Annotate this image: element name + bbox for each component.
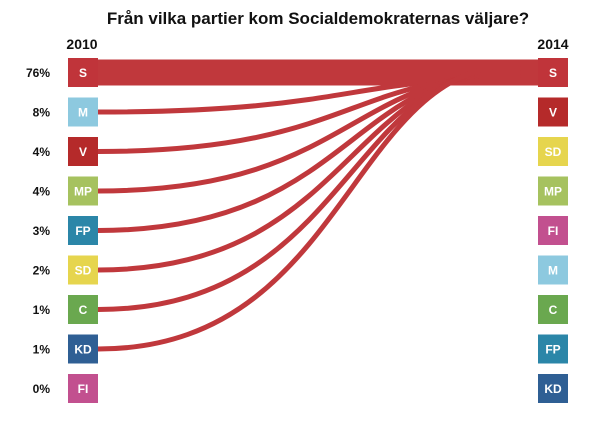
party-label-2010-M: M xyxy=(78,106,88,120)
share-label-FP: 3% xyxy=(33,224,51,238)
party-label-2014-S: S xyxy=(549,66,557,80)
party-label-2014-M: M xyxy=(548,264,558,278)
party-box-2010-MP xyxy=(68,176,98,206)
share-label-C: 1% xyxy=(33,303,51,317)
party-box-2014-FP xyxy=(538,334,568,364)
party-label-2014-FI: FI xyxy=(548,224,559,238)
party-box-2010-S xyxy=(68,58,98,87)
party-box-2014-SD xyxy=(538,137,568,166)
flow-lines xyxy=(95,59,540,352)
party-label-2010-SD: SD xyxy=(75,264,92,278)
party-label-2014-V: V xyxy=(549,106,557,120)
right-column-2014: S V SD MP FI M C FP KD xyxy=(538,58,568,403)
party-box-2010-SD xyxy=(68,255,98,285)
party-label-2010-V: V xyxy=(79,145,87,159)
party-box-2010-M xyxy=(68,97,98,127)
chart-title: Från vilka partier kom Socialdemokratern… xyxy=(107,9,529,28)
party-label-2014-KD: KD xyxy=(544,382,562,396)
year-2010-label: 2010 xyxy=(66,36,97,52)
party-box-2010-FP xyxy=(68,216,98,245)
party-label-2010-FI: FI xyxy=(78,382,89,396)
party-box-2014-M xyxy=(538,255,568,285)
left-column-2010: S 76% M 8% V 4% MP 4% FP 3% SD 2% C 1% KD 1% FI 0% xyxy=(26,58,98,403)
share-label-M: 8% xyxy=(33,106,51,120)
party-box-2014-S xyxy=(538,58,568,87)
year-2014-label: 2014 xyxy=(537,36,568,52)
party-label-2010-MP: MP xyxy=(74,185,92,199)
party-box-2014-MP xyxy=(538,176,568,206)
party-label-2010-C: C xyxy=(79,303,88,317)
share-label-FI: 0% xyxy=(33,382,51,396)
party-label-2014-MP: MP xyxy=(544,185,562,199)
party-box-2014-KD xyxy=(538,374,568,403)
party-label-2010-KD: KD xyxy=(74,343,92,357)
party-box-2014-FI xyxy=(538,216,568,245)
share-label-KD: 1% xyxy=(33,343,51,357)
party-box-2014-V xyxy=(538,97,568,127)
party-label-2010-S: S xyxy=(79,66,87,80)
share-label-MP: 4% xyxy=(33,185,51,199)
share-label-SD: 2% xyxy=(33,264,51,278)
party-box-2014-C xyxy=(538,295,568,324)
party-box-2010-V xyxy=(68,137,98,166)
party-box-2010-FI xyxy=(68,374,98,403)
party-label-2014-SD: SD xyxy=(545,145,562,159)
flow-line-KD-S xyxy=(95,62,521,352)
party-label-2010-FP: FP xyxy=(75,224,90,238)
share-label-V: 4% xyxy=(33,145,51,159)
party-label-2014-FP: FP xyxy=(545,343,560,357)
party-label-2014-C: C xyxy=(549,303,558,317)
share-label-S: 76% xyxy=(26,66,50,80)
party-box-2010-C xyxy=(68,295,98,324)
party-box-2010-KD xyxy=(68,334,98,364)
